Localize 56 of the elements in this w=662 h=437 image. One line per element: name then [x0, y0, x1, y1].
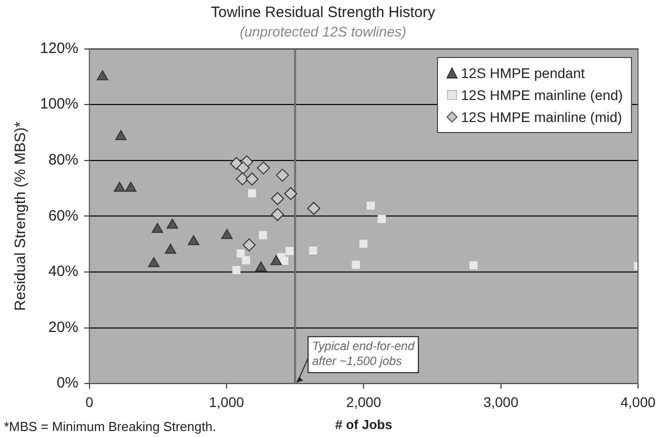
point [255, 261, 267, 272]
y-tick-label: 20% [48, 318, 78, 336]
point [271, 192, 284, 206]
point [164, 244, 176, 254]
y-tick-label: 40% [48, 263, 78, 280]
y-tick-label: 100% [40, 96, 78, 113]
chart-title: Towline Residual Strength History [210, 4, 436, 22]
point [246, 172, 259, 186]
point [221, 228, 233, 239]
point [309, 246, 318, 255]
point [378, 214, 386, 224]
point [271, 208, 284, 222]
y-tick-label: 60% [48, 207, 78, 224]
x-tick-label: 2,000 [346, 394, 382, 410]
text: *MBS = Minimum Breaking Strength. [4, 419, 216, 434]
x-tick-label: 1,000 [209, 394, 244, 410]
point [242, 256, 250, 264]
point [115, 130, 127, 140]
point [152, 222, 164, 233]
point [114, 182, 126, 192]
legend-label: 12S HMPE pendant [461, 64, 585, 81]
point [248, 189, 256, 198]
point [236, 161, 250, 174]
point [236, 250, 245, 258]
point [148, 257, 160, 268]
point [366, 202, 375, 210]
x-axis-title: # of Jobs [335, 416, 392, 432]
point [359, 240, 368, 248]
point [232, 266, 240, 274]
point [470, 261, 478, 270]
point [166, 218, 178, 229]
y-axis-title: Residual Strength (% MBS)* [12, 121, 30, 311]
point [276, 168, 289, 182]
annotation: Typical end-for-end after ~1,500 jobs [312, 338, 415, 368]
point [96, 70, 108, 80]
point [270, 255, 282, 266]
legend-label: 12S HMPE mainline (end) [461, 86, 623, 103]
y-tick-label: 0% [56, 374, 78, 392]
point [280, 256, 288, 265]
point [125, 182, 136, 192]
point [258, 231, 268, 240]
point [286, 247, 294, 256]
legend-label: 12S HMPE mainline (mid) [461, 108, 622, 125]
y-tick-label: 80% [48, 152, 78, 169]
x-tick-label: 3,000 [483, 394, 519, 410]
chart-subtitle: (unprotected 12S towlines) [240, 23, 406, 40]
y-tick-label: 120% [40, 40, 78, 57]
point [284, 187, 298, 200]
point [236, 172, 249, 186]
point [352, 260, 360, 269]
x-tick-label: 0 [85, 394, 94, 410]
point [242, 238, 256, 252]
point [307, 202, 320, 215]
x-tick-label: 4,000 [620, 394, 656, 410]
point [188, 235, 200, 246]
point [256, 161, 270, 174]
